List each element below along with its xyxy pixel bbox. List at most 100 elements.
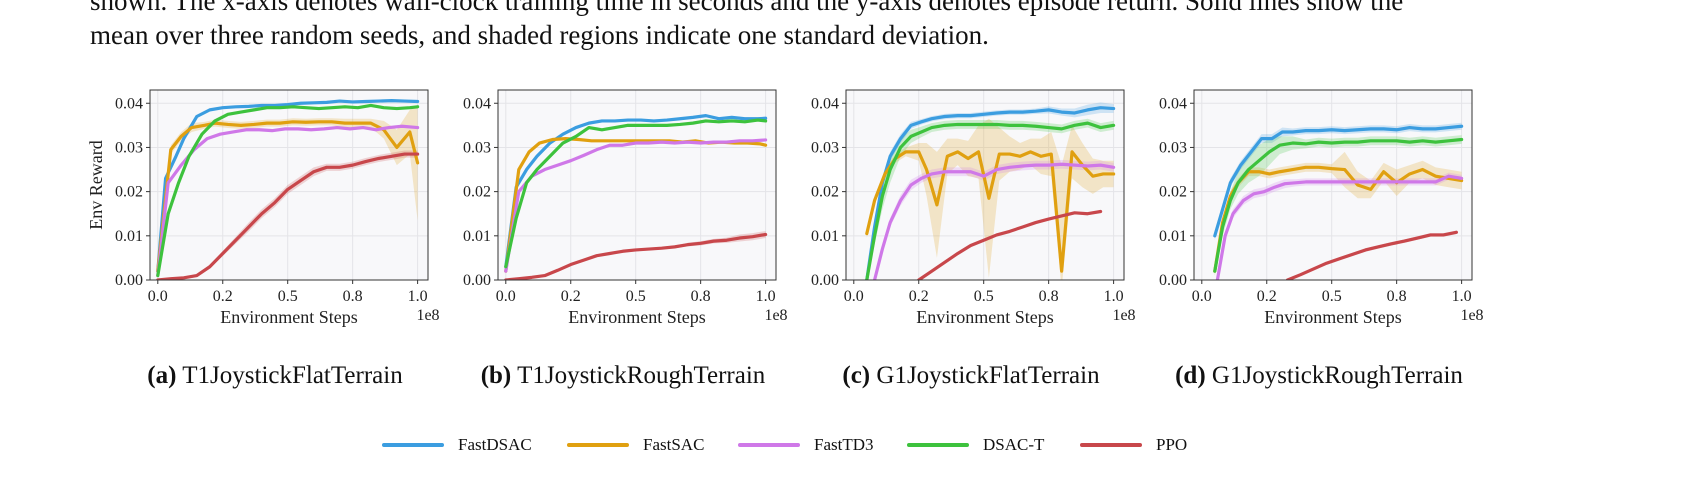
ytick-label-b-2: 0.02 <box>463 184 491 201</box>
chart-d: 0.0 0.2 0.5 0.8 1.0 0.00 0.01 0.02 0.03 0.04 Envir… <box>1159 89 1484 327</box>
xtick-label-c-3: 0.8 <box>1039 288 1059 305</box>
legend-label-fastdsac: FastDSAC <box>458 435 532 454</box>
xtick-label-d-0: 0.0 <box>1192 288 1212 305</box>
series-group-b <box>504 114 768 280</box>
line-d-fastdsac <box>1213 124 1464 238</box>
x-axis-label-c: Environment Steps <box>916 307 1054 327</box>
ytick-label-c-0: 0.00 <box>811 272 839 289</box>
xtick-label-a-3: 0.8 <box>343 288 363 305</box>
xtick-label-c-1: 0.2 <box>909 288 929 305</box>
xtick-label-d-1: 0.2 <box>1257 288 1277 305</box>
xtick-label-b-2: 0.5 <box>626 288 646 305</box>
band-d-fasttd3 <box>1217 172 1462 280</box>
legend-swatch-dsac-t <box>907 443 969 447</box>
xtick-label-c-0: 0.0 <box>844 288 864 305</box>
xtick-label-a-2: 0.5 <box>278 288 298 305</box>
x-axis-label-d: Environment Steps <box>1264 307 1402 327</box>
subplot-a: 0.0 0.2 0.5 0.8 1.0 0.00 0.01 0.02 0.03 0.04 Envir… <box>80 89 470 410</box>
subplot-b: 0.0 0.2 0.5 0.8 1.0 0.00 0.01 0.02 0.03 0.04 Envir… <box>428 89 818 410</box>
ytick-label-d-4: 0.04 <box>1159 95 1187 112</box>
line-d-dsac-t <box>1213 137 1464 273</box>
xtick-label-b-1: 0.2 <box>561 288 581 305</box>
series-group-c <box>865 102 1116 280</box>
subplot-caption-a: (a) T1JoystickFlatTerrain <box>80 362 470 390</box>
subplot-title-d: G1JoystickRoughTerrain <box>1211 362 1463 389</box>
caption-line-2: mean over three random seeds, and shaded… <box>90 20 989 50</box>
x-axis-label-b: Environment Steps <box>568 307 706 327</box>
axes-frame-d <box>1193 89 1473 281</box>
line-b-fasttd3 <box>504 138 768 273</box>
ytick-label-c-4: 0.04 <box>811 95 839 112</box>
x-axis-label-a: Environment Steps <box>220 307 358 327</box>
ytick-label-b-3: 0.03 <box>463 139 491 156</box>
series-group-d <box>1213 122 1464 280</box>
ytick-label-b-0: 0.00 <box>463 272 491 289</box>
x-scale-label-d: 1e8 <box>1460 307 1483 324</box>
subplot-title-a: T1JoystickFlatTerrain <box>182 362 403 389</box>
line-c-fasttd3 <box>872 162 1116 280</box>
subplot-label-a: (a) <box>147 362 177 389</box>
legend-item-ppo: PPO <box>1080 430 1187 460</box>
ytick-label-c-2: 0.02 <box>811 184 839 201</box>
line-c-fastsac <box>865 150 1116 273</box>
ytick-label-b-4: 0.04 <box>463 95 491 112</box>
plot-area-d <box>1194 90 1472 280</box>
line-a-fastsac <box>156 120 420 273</box>
subplot-caption-d: (d) G1JoystickRoughTerrain <box>1124 362 1514 390</box>
line-b-dsac-t <box>504 118 768 269</box>
ytick-label-a-0: 0.00 <box>115 272 143 289</box>
line-a-dsac-t <box>156 103 420 278</box>
line-c-fastdsac <box>865 106 1116 280</box>
xtick-label-a-0: 0.0 <box>148 288 168 305</box>
subplot-title-c: G1JoystickFlatTerrain <box>876 362 1100 389</box>
subplot-d: 0.0 0.2 0.5 0.8 1.0 0.00 0.01 0.02 0.03 0.04 Envir… <box>1124 89 1514 410</box>
ytick-label-a-3: 0.03 <box>115 139 143 156</box>
line-d-ppo <box>1285 230 1459 280</box>
subplot-caption-b: (b) T1JoystickRoughTerrain <box>428 362 818 390</box>
x-scale-label-b: 1e8 <box>764 307 787 324</box>
subplot-c: 0.0 0.2 0.5 0.8 1.0 0.00 0.01 0.02 0.03 0.04 Envir… <box>776 89 1166 410</box>
line-c-dsac-t <box>865 121 1116 280</box>
ytick-label-d-3: 0.03 <box>1159 139 1187 156</box>
xtick-label-b-0: 0.0 <box>496 288 516 305</box>
line-a-fasttd3 <box>156 124 420 278</box>
legend-item-dsac-t: DSAC-T <box>907 430 1044 460</box>
ytick-label-a-1: 0.01 <box>115 228 143 245</box>
legend-label-ppo: PPO <box>1156 435 1188 454</box>
xtick-label-b-4: 1.0 <box>756 288 776 305</box>
subplot-label-b: (b) <box>480 362 512 389</box>
xtick-label-b-3: 0.8 <box>691 288 711 305</box>
legend-item-fasttd3: FastTD3 <box>738 430 874 460</box>
ytick-label-c-3: 0.03 <box>811 139 839 156</box>
ytick-label-c-1: 0.01 <box>811 228 839 245</box>
subplot-caption-c: (c) G1JoystickFlatTerrain <box>776 362 1166 390</box>
line-a-ppo <box>156 152 420 280</box>
chart-c: 0.0 0.2 0.5 0.8 1.0 0.00 0.01 0.02 0.03 0.04 Envir… <box>811 89 1136 327</box>
line-b-ppo <box>504 232 768 280</box>
legend-label-fastsac: FastSAC <box>643 435 705 454</box>
legend-label-dsac-t: DSAC-T <box>983 435 1045 454</box>
legend: FastDSAC FastSAC FastTD3 DSAC-T PPO <box>0 430 1690 460</box>
x-scale-label-c: 1e8 <box>1112 307 1135 324</box>
axes-frame-c <box>845 89 1125 281</box>
chart-a: 0.0 0.2 0.5 0.8 1.0 0.00 0.01 0.02 0.03 0.04 Envir… <box>86 89 440 327</box>
legend-swatch-fastdsac <box>382 443 444 447</box>
legend-label-fasttd3: FastTD3 <box>814 435 874 454</box>
subplot-label-d: (d) <box>1175 362 1206 389</box>
x-scale-label-a: 1e8 <box>416 307 439 324</box>
legend-swatch-fastsac <box>567 443 629 447</box>
line-b-fastdsac <box>504 114 768 269</box>
series-group-a <box>156 99 420 280</box>
ytick-label-d-0: 0.00 <box>1159 272 1187 289</box>
ytick-label-b-1: 0.01 <box>463 228 491 245</box>
line-d-fasttd3 <box>1215 174 1464 280</box>
axes-frame-a <box>149 89 429 281</box>
ytick-label-a-2: 0.02 <box>115 184 143 201</box>
legend-swatch-ppo <box>1080 443 1142 447</box>
subplot-label-c: (c) <box>842 362 871 389</box>
ytick-label-d-2: 0.02 <box>1159 184 1187 201</box>
axes-frame-b <box>497 89 777 281</box>
legend-item-fastsac: FastSAC <box>567 430 704 460</box>
ytick-label-a-4: 0.04 <box>115 95 143 112</box>
xtick-label-a-1: 0.2 <box>213 288 233 305</box>
